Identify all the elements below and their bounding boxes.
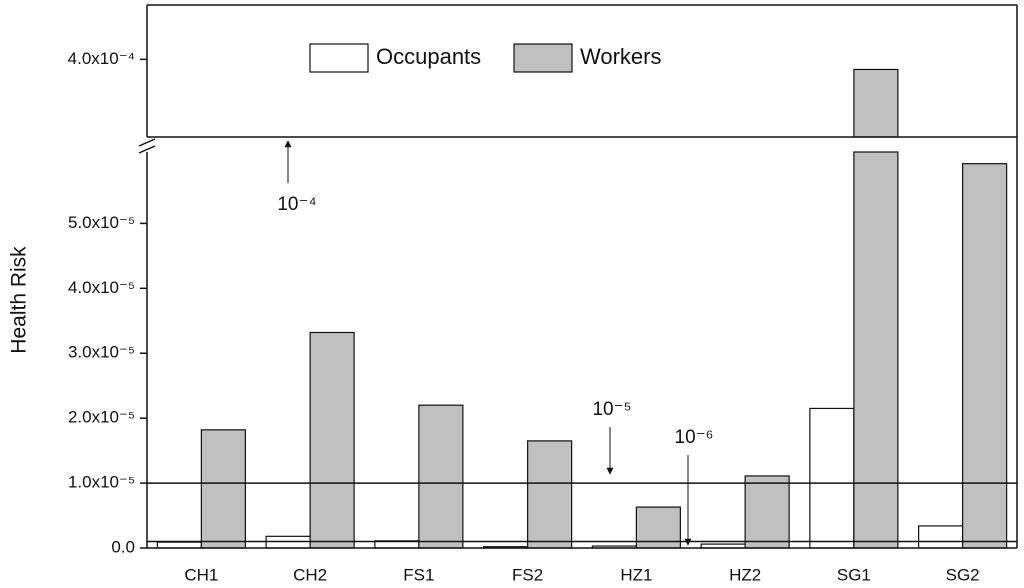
bar [809,407,855,549]
y-tick-label: 2.0x10⁻⁵ [68,408,135,427]
break-mark [138,138,156,147]
bar [962,163,1008,549]
break-mark [138,145,156,154]
annotation: 10⁻⁴ [277,194,316,215]
legend-swatch [309,43,369,73]
bar [527,440,573,549]
x-tick-label: FS2 [512,565,543,584]
y-tick-label: 5.0x10⁻⁵ [68,213,135,232]
y-axis-label: Health Risk [8,246,31,354]
x-tick-label: SG1 [837,565,871,584]
x-tick-label: HZ1 [620,565,652,584]
bar [200,429,246,549]
legend-swatch [513,43,573,73]
x-tick-label: CH2 [293,565,327,584]
bar [418,404,464,549]
x-tick-label: SG2 [946,565,980,584]
y-tick-label: 1.0x10⁻⁵ [68,473,135,492]
y-tick-label: 0.0 [111,537,135,556]
y-tick-label: 4.0x10⁻⁴ [68,49,135,68]
bar [853,68,899,138]
annotation: 10⁻⁶ [675,427,714,448]
bar [309,331,355,549]
legend-label: Occupants [376,44,481,69]
x-tick-label: CH1 [184,565,218,584]
x-tick-label: FS1 [403,565,434,584]
y-tick-label: 3.0x10⁻⁵ [68,343,135,362]
bar [853,151,899,549]
bar [918,525,964,549]
x-tick-label: HZ2 [729,565,761,584]
bar [156,541,202,549]
bar [744,475,790,549]
annotation: 10⁻⁵ [592,399,631,420]
legend-label: Workers [580,44,662,69]
y-tick-label: 4.0x10⁻⁵ [68,278,135,297]
